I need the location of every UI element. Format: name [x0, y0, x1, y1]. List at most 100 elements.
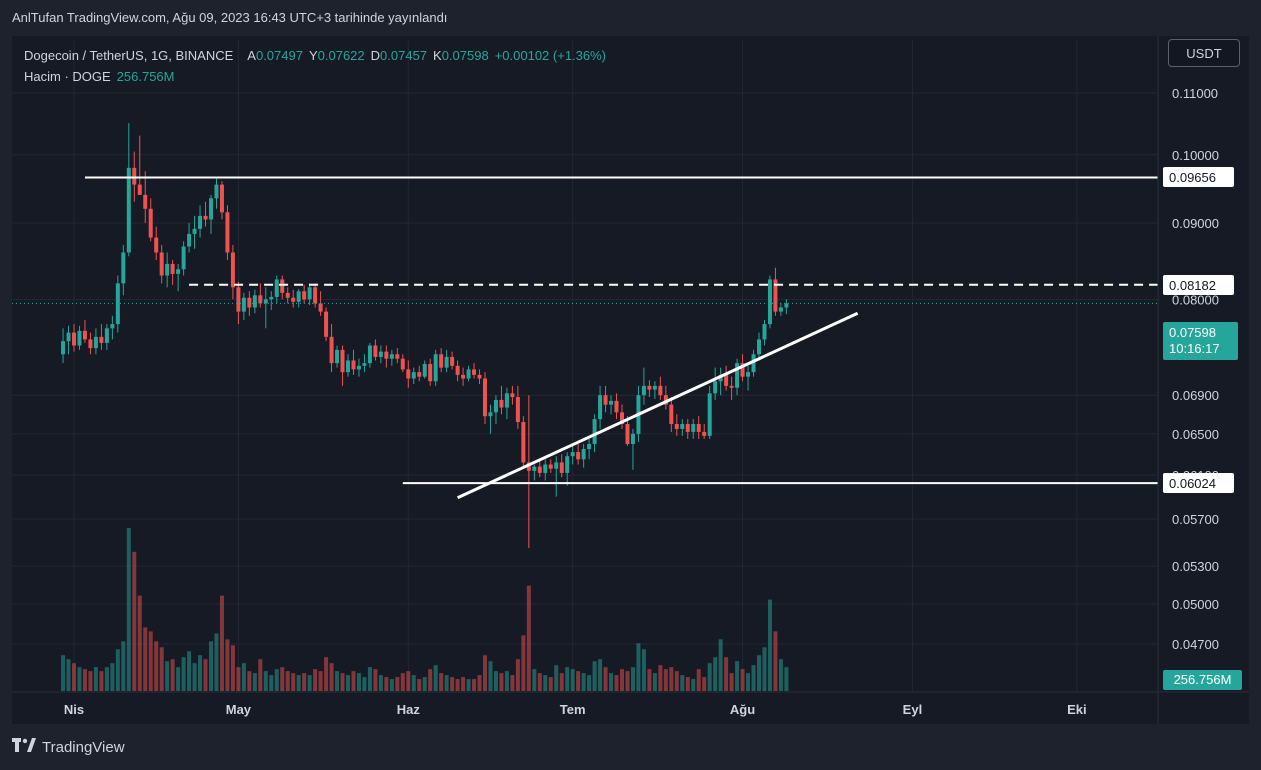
candle-body: [554, 462, 559, 469]
volume-bar: [581, 673, 586, 691]
volume-label[interactable]: Hacim · DOGE: [24, 69, 111, 84]
volume-bar: [214, 633, 219, 691]
tradingview-brand[interactable]: TradingView: [12, 738, 125, 757]
candle-body: [406, 369, 411, 379]
volume-bar: [603, 667, 608, 691]
candle-body: [532, 466, 537, 471]
candle-body: [707, 393, 712, 436]
volume-bar: [652, 673, 657, 691]
volume-bar: [395, 677, 400, 691]
candle-body: [767, 279, 772, 325]
candle-body: [559, 462, 564, 473]
candle-body: [203, 215, 208, 220]
candle-body: [658, 385, 663, 396]
y-tick-label: 0.05700: [1172, 512, 1219, 527]
volume-bar: [384, 677, 389, 691]
candle-body: [66, 332, 71, 342]
candle-body: [148, 208, 153, 238]
volume-bar: [187, 651, 192, 691]
volume-bar: [247, 671, 252, 691]
candle-body: [461, 374, 466, 379]
candle-body: [263, 299, 268, 304]
volume-bar: [241, 663, 246, 691]
volume-bar: [252, 673, 257, 691]
volume-bar: [373, 669, 378, 691]
candle-body: [472, 369, 477, 375]
candle-body: [137, 184, 142, 195]
volume-bar: [696, 669, 701, 691]
candle-body: [450, 356, 455, 366]
y-tick-label: 0.08000: [1172, 292, 1219, 307]
candle-body: [373, 345, 378, 357]
volume-bar: [82, 669, 87, 691]
volume-bar: [285, 671, 290, 691]
volume-bar: [718, 639, 723, 691]
candle-body: [493, 399, 498, 413]
candle-body: [411, 372, 416, 379]
volume-bar: [411, 675, 416, 691]
volume-bar: [685, 677, 690, 691]
candle-body: [565, 456, 570, 473]
volume-value: 256.756M: [116, 69, 175, 84]
x-tick-label: Eyl: [903, 702, 923, 717]
candle-body: [444, 356, 449, 368]
price-tag-resistance-dashed: 0.08182: [1163, 275, 1234, 295]
candle-body: [740, 363, 745, 377]
volume-row: Hacim · DOGE 256.756M: [24, 66, 606, 87]
candle-body: [356, 365, 361, 370]
volume-bar: [154, 641, 159, 691]
candle-body: [93, 336, 98, 349]
volume-bar: [521, 635, 526, 691]
volume-bar: [389, 679, 394, 691]
candle-body: [176, 269, 181, 274]
candle-body: [241, 297, 246, 312]
candle-body: [762, 324, 767, 340]
candle-body: [313, 287, 318, 304]
candle-body: [351, 360, 356, 370]
candle-body: [417, 372, 422, 377]
volume-bar: [219, 595, 224, 691]
volume-bar: [422, 677, 427, 691]
price-tag-resistance-top: 0.09656: [1163, 167, 1234, 187]
candle-body: [598, 395, 603, 420]
candle-body: [192, 228, 197, 234]
candle-body: [367, 345, 372, 364]
candle-body: [477, 374, 482, 379]
volume-bar: [630, 667, 635, 691]
volume-bar: [674, 671, 679, 691]
candle-body: [652, 385, 657, 390]
candle-body: [784, 303, 789, 308]
volume-bar: [439, 673, 444, 691]
volume-bar: [356, 673, 361, 691]
candle-body: [729, 385, 734, 388]
volume-bar: [499, 673, 504, 691]
candle-body: [274, 279, 279, 297]
candle-body: [746, 372, 751, 377]
volume-bar: [296, 675, 301, 691]
volume-bar: [773, 631, 778, 691]
candle-body: [433, 354, 438, 382]
volume-bar: [450, 677, 455, 691]
symbol-title[interactable]: Dogecoin / TetherUS, 1G, BINANCE: [24, 48, 234, 63]
currency-button[interactable]: USDT: [1168, 39, 1240, 67]
y-tick-label: 0.06900: [1172, 388, 1219, 403]
x-tick-label: Nis: [64, 702, 84, 717]
candle-body: [104, 328, 109, 343]
candle-body: [581, 449, 586, 460]
candle-body: [488, 412, 493, 417]
candle-body: [214, 184, 219, 199]
chart-panel[interactable]: [12, 36, 1249, 724]
candle-body: [346, 360, 350, 373]
candle-body: [570, 452, 575, 457]
volume-bar: [587, 675, 592, 691]
candle-body: [537, 466, 542, 473]
volume-bar: [329, 663, 334, 691]
volume-bar: [461, 677, 466, 691]
candle-body: [455, 365, 460, 375]
volume-bar: [236, 667, 241, 691]
candle-body: [99, 336, 104, 343]
volume-bar: [313, 669, 318, 691]
candle-body: [663, 395, 668, 405]
volume-bar: [367, 667, 372, 691]
